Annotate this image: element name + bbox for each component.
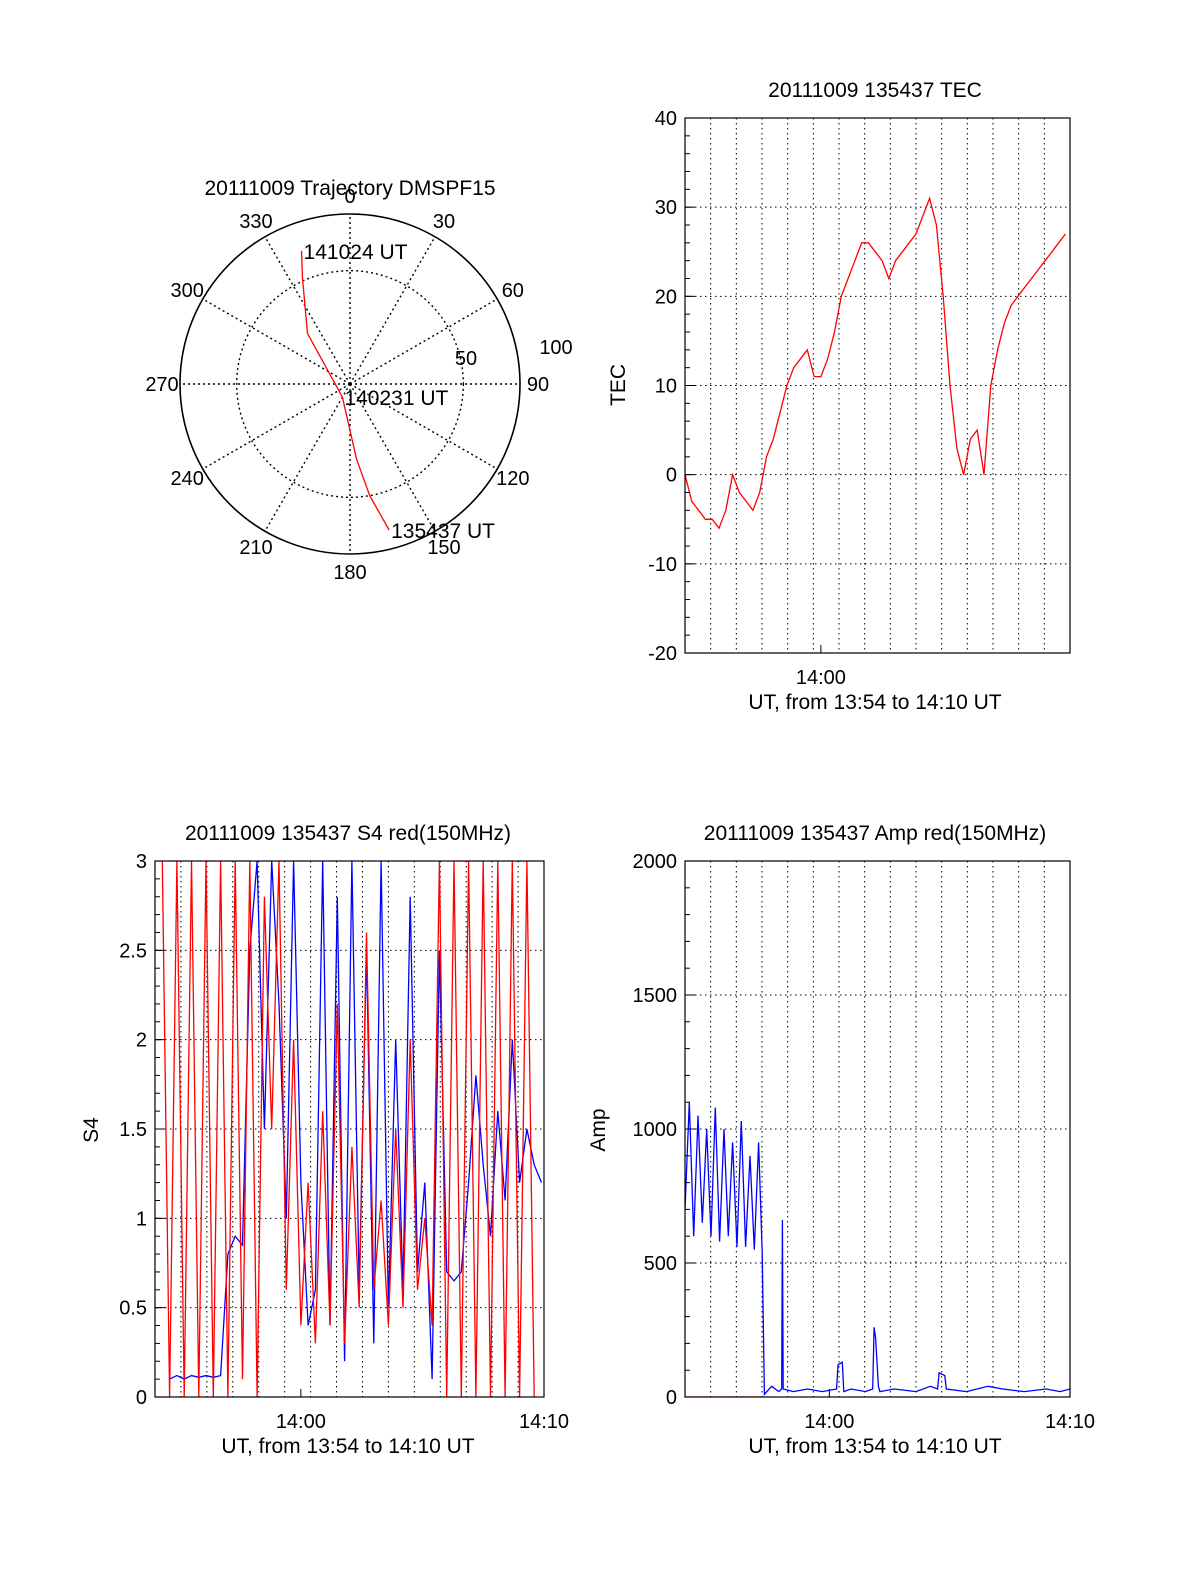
y-tick-label: 2.5: [119, 940, 147, 962]
radial-label: 100: [539, 337, 572, 359]
x-tick-label: 14:00: [796, 667, 846, 689]
azimuth-spoke: [264, 383, 351, 532]
azimuth-label: 240: [170, 468, 203, 490]
series-line-red: [685, 196, 1067, 530]
azimuth-spoke: [349, 383, 436, 532]
s4-panel: 20111009 135437 S4 red(150MHz) 3 2.5 2 1.5 1…: [80, 822, 569, 1458]
trajectory-layer: 135437 UT 140231 UT 141024 UT: [300, 241, 495, 543]
y-tick-label: 2000: [633, 851, 678, 873]
s4-ylabel: S4: [80, 1117, 103, 1143]
y-tick-label: 1.5: [119, 1119, 147, 1141]
s4-title: 20111009 135437 S4 red(150MHz): [185, 822, 511, 845]
amp-grid: [685, 861, 1070, 1397]
y-tick-label: 1500: [633, 985, 678, 1007]
azimuth-spoke: [202, 383, 351, 470]
amp-xlabel: UT, from 13:54 to 14:10 UT: [748, 1435, 1001, 1458]
polar-title: 20111009 Trajectory DMSPF15: [204, 177, 495, 200]
tec-plot-frame: [684, 117, 1071, 654]
azimuth-label: 0: [344, 186, 355, 208]
azimuth-label: 210: [239, 537, 272, 559]
trajectory-polar-panel: 20111009 Trajectory DMSPF15 0 30 60 90 120 15…: [145, 177, 572, 584]
tec-xlabel: UT, from 13:54 to 14:10 UT: [748, 691, 1001, 714]
tec-ticks: 40 30 20 10 0 -10 -20 14:00: [648, 108, 846, 689]
elevation-circle: [235, 269, 465, 499]
y-tick-label: -10: [648, 554, 677, 576]
amp-series: [685, 1102, 1070, 1397]
azimuth-spoke: [349, 236, 436, 385]
amp-ticks: 2000 1500 1000 500 0 14:00 14:10: [633, 851, 1096, 1433]
y-tick-label: 0: [666, 1387, 677, 1409]
amp-panel: 20111009 135437 Amp red(150MHz) 2000 1500…: [587, 822, 1095, 1458]
y-tick-label: 0.5: [119, 1298, 147, 1320]
series-line-blue: [685, 1102, 1070, 1396]
y-tick-label: 0: [136, 1387, 147, 1409]
tec-series: [685, 196, 1067, 530]
y-tick-label: 500: [644, 1253, 677, 1275]
trajectory-time-label: 135437 UT: [391, 520, 495, 543]
y-tick-label: -20: [648, 643, 677, 665]
azimuth-label: 300: [170, 280, 203, 302]
s4-series: [161, 861, 543, 1397]
azimuth-spoke: [349, 383, 498, 470]
polar-grid: [179, 213, 521, 555]
radial-label: 50: [455, 348, 477, 370]
tec-panel: 20111009 135437 TEC 40 30 20 10 0 -10 -20 14:00…: [607, 79, 1071, 714]
azimuth-label: 270: [145, 374, 178, 396]
x-tick-label: 14:00: [276, 1411, 326, 1433]
s4-ticks: 3 2.5 2 1.5 1 0.5 0 14:00 14:10: [119, 851, 569, 1433]
tec-grid: [685, 118, 1070, 653]
tec-title: 20111009 135437 TEC: [768, 79, 982, 102]
amp-ylabel: Amp: [587, 1108, 610, 1151]
azimuth-label: 330: [239, 211, 272, 233]
x-tick-label: 14:10: [519, 1411, 569, 1433]
amp-plot-frame: [684, 860, 1071, 1398]
polar-labels: 0 30 60 90 120 150 180 210 240 270 300 330 50 100: [145, 186, 572, 584]
y-tick-label: 1: [136, 1208, 147, 1230]
series-line-blue: [169, 861, 543, 1380]
tec-ylabel: TEC: [607, 364, 630, 406]
azimuth-label: 90: [527, 374, 549, 396]
azimuth-label: 30: [433, 211, 455, 233]
trajectory-time-label: 140231 UT: [344, 387, 448, 410]
trajectory-time-label: 141024 UT: [304, 241, 408, 264]
azimuth-spoke: [202, 298, 351, 385]
y-tick-label: 1000: [633, 1119, 678, 1141]
azimuth-label: 120: [496, 468, 529, 490]
azimuth-spoke: [264, 236, 351, 385]
y-tick-label: 40: [655, 108, 677, 130]
y-tick-label: 10: [655, 376, 677, 398]
x-tick-label: 14:10: [1045, 1411, 1095, 1433]
series-line-red: [161, 861, 535, 1397]
horizon-circle: [179, 213, 521, 555]
y-tick-label: 0: [666, 465, 677, 487]
s4-grid: [155, 861, 544, 1397]
azimuth-label: 150: [427, 537, 460, 559]
amp-title: 20111009 135437 Amp red(150MHz): [704, 822, 1046, 845]
y-tick-label: 20: [655, 286, 677, 308]
azimuth-spoke: [349, 298, 498, 385]
trajectory-line: [300, 250, 390, 531]
s4-xlabel: UT, from 13:54 to 14:10 UT: [221, 1435, 474, 1458]
y-tick-label: 3: [136, 851, 147, 873]
azimuth-label: 60: [502, 280, 524, 302]
x-tick-label: 14:00: [804, 1411, 854, 1433]
azimuth-label: 180: [333, 562, 366, 584]
y-tick-label: 2: [136, 1030, 147, 1052]
y-tick-label: 30: [655, 197, 677, 219]
